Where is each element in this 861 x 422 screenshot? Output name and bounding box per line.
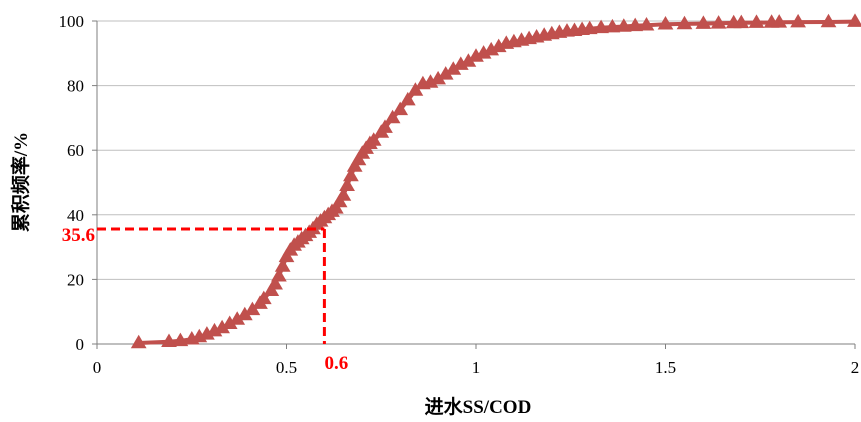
data-point-triangle <box>638 17 655 31</box>
data-point-triangle <box>695 15 712 29</box>
y-tick-label: 20 <box>67 270 84 289</box>
y-tick-label: 100 <box>59 12 85 31</box>
data-point-triangle <box>615 18 632 32</box>
data-point-triangle <box>790 13 806 28</box>
axes <box>92 20 856 349</box>
series-line <box>136 19 857 345</box>
data-point-triangle <box>274 258 291 272</box>
data-series <box>130 13 861 349</box>
data-point-triangle <box>710 15 727 29</box>
data-point-triangle <box>676 15 693 30</box>
x-axis-title: 进水SS/COD <box>425 396 532 418</box>
data-point-triangle <box>604 18 621 33</box>
data-point-triangle <box>771 14 788 28</box>
data-point-triangle <box>267 276 283 290</box>
gridlines <box>97 20 855 280</box>
data-point-triangle <box>733 14 750 29</box>
annotation-x-label: 0.6 <box>325 353 349 374</box>
x-tick-label: 1 <box>472 358 481 377</box>
y-axis-title: 累积频率/% <box>9 132 32 232</box>
data-point-triangle <box>343 167 359 182</box>
data-point-triangle <box>820 13 837 28</box>
data-point-triangle <box>161 333 177 347</box>
y-tick-label: 0 <box>76 335 85 354</box>
data-point-triangle <box>627 17 644 32</box>
data-point-triangle <box>377 119 393 133</box>
data-point-triangle <box>339 177 355 191</box>
data-point-triangle <box>384 109 401 124</box>
x-tick-label: 2 <box>851 358 860 377</box>
tick-labels: 0 20 40 60 80 100 0 0.5 1 1.5 2 <box>59 12 860 377</box>
x-tick-label: 0 <box>93 358 102 377</box>
data-point-triangle <box>581 20 598 35</box>
data-point-triangle <box>130 334 147 349</box>
data-point-triangle <box>593 19 609 34</box>
data-point-triangle <box>172 332 189 347</box>
y-tick-label: 40 <box>67 206 84 225</box>
data-point-triangle <box>271 268 287 282</box>
y-tick-label: 80 <box>67 77 84 96</box>
x-tick-label: 0.5 <box>276 358 297 377</box>
data-point-triangle <box>365 132 382 146</box>
data-point-triangle <box>392 101 409 116</box>
x-tick-label: 1.5 <box>655 358 676 377</box>
data-point-triangle <box>255 290 272 305</box>
data-point-triangle <box>399 91 416 106</box>
data-point-triangle <box>847 13 861 27</box>
annotation-y-label: 35.6 <box>62 225 95 246</box>
y-tick-label: 60 <box>67 141 84 160</box>
data-point-triangle <box>335 187 352 201</box>
data-point-triangle <box>657 16 674 30</box>
data-point-triangle <box>748 14 765 28</box>
annotations: 35.6 0.6 <box>62 225 349 374</box>
